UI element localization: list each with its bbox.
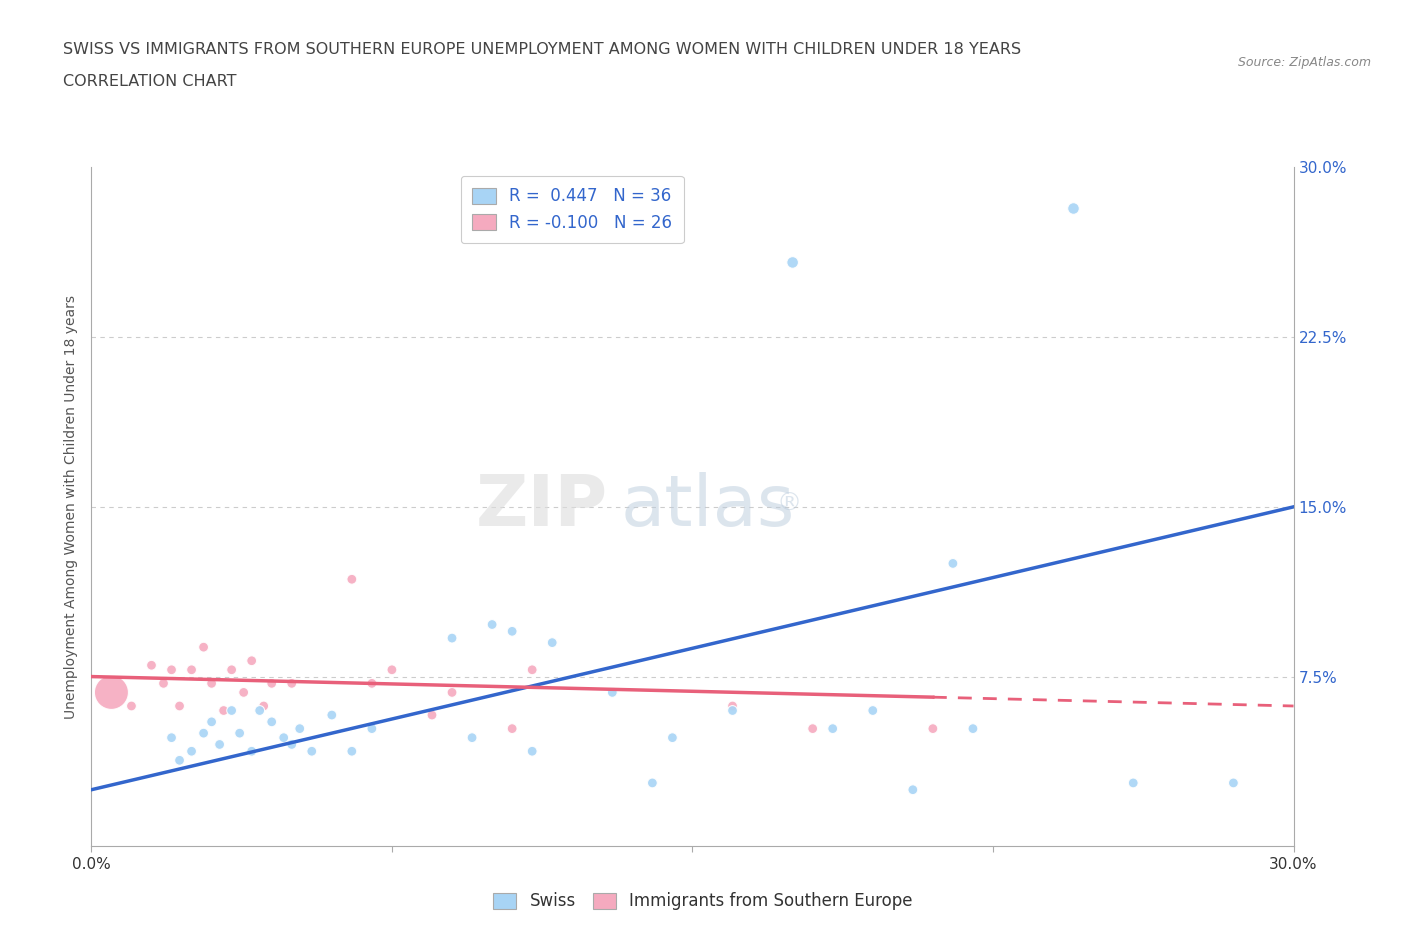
Text: ZIP: ZIP xyxy=(477,472,609,541)
Legend: Swiss, Immigrants from Southern Europe: Swiss, Immigrants from Southern Europe xyxy=(486,885,920,917)
Point xyxy=(193,640,215,655)
Point xyxy=(360,721,382,736)
Point xyxy=(253,698,276,713)
Point xyxy=(481,618,503,632)
Point xyxy=(288,721,311,736)
Point xyxy=(273,730,295,745)
Text: CORRELATION CHART: CORRELATION CHART xyxy=(63,74,236,89)
Point xyxy=(782,255,804,270)
Point xyxy=(1122,776,1144,790)
Point xyxy=(420,708,443,723)
Point xyxy=(212,703,235,718)
Point xyxy=(1062,201,1084,216)
Point xyxy=(721,703,744,718)
Text: atlas: atlas xyxy=(620,472,794,541)
Point xyxy=(221,662,243,677)
Point xyxy=(440,685,463,700)
Point xyxy=(901,782,924,797)
Point xyxy=(208,737,231,752)
Point xyxy=(281,676,304,691)
Point xyxy=(862,703,884,718)
Point xyxy=(661,730,683,745)
Text: SWISS VS IMMIGRANTS FROM SOUTHERN EUROPE UNEMPLOYMENT AMONG WOMEN WITH CHILDREN : SWISS VS IMMIGRANTS FROM SOUTHERN EUROPE… xyxy=(63,42,1021,57)
Point xyxy=(201,714,224,729)
Point xyxy=(360,676,382,691)
Point xyxy=(169,753,191,768)
Point xyxy=(160,730,183,745)
Point xyxy=(160,662,183,677)
Point xyxy=(201,676,224,691)
Point xyxy=(541,635,564,650)
Point xyxy=(232,685,254,700)
Point xyxy=(281,737,304,752)
Point xyxy=(962,721,984,736)
Legend: R =  0.447   N = 36, R = -0.100   N = 26: R = 0.447 N = 36, R = -0.100 N = 26 xyxy=(461,176,683,244)
Point xyxy=(522,744,544,759)
Point xyxy=(240,653,263,668)
Point xyxy=(193,725,215,740)
Point xyxy=(321,708,343,723)
Point xyxy=(501,721,523,736)
Point xyxy=(260,676,283,691)
Point xyxy=(228,725,250,740)
Point xyxy=(922,721,945,736)
Point xyxy=(721,698,744,713)
Point xyxy=(340,572,363,587)
Point xyxy=(461,730,484,745)
Text: ®: ® xyxy=(776,491,801,515)
Text: Source: ZipAtlas.com: Source: ZipAtlas.com xyxy=(1237,56,1371,69)
Point xyxy=(141,658,163,672)
Point xyxy=(169,698,191,713)
Point xyxy=(602,685,624,700)
Point xyxy=(801,721,824,736)
Point xyxy=(942,556,965,571)
Point xyxy=(821,721,844,736)
Point xyxy=(1222,776,1244,790)
Point xyxy=(501,624,523,639)
Point xyxy=(641,776,664,790)
Point xyxy=(152,676,174,691)
Point xyxy=(381,662,404,677)
Point xyxy=(121,698,143,713)
Point xyxy=(180,744,202,759)
Point xyxy=(440,631,463,645)
Point xyxy=(180,662,202,677)
Point xyxy=(260,714,283,729)
Point xyxy=(340,744,363,759)
Point xyxy=(240,744,263,759)
Point xyxy=(100,685,122,700)
Point xyxy=(301,744,323,759)
Point xyxy=(249,703,271,718)
Point xyxy=(522,662,544,677)
Point xyxy=(221,703,243,718)
Y-axis label: Unemployment Among Women with Children Under 18 years: Unemployment Among Women with Children U… xyxy=(65,295,79,719)
